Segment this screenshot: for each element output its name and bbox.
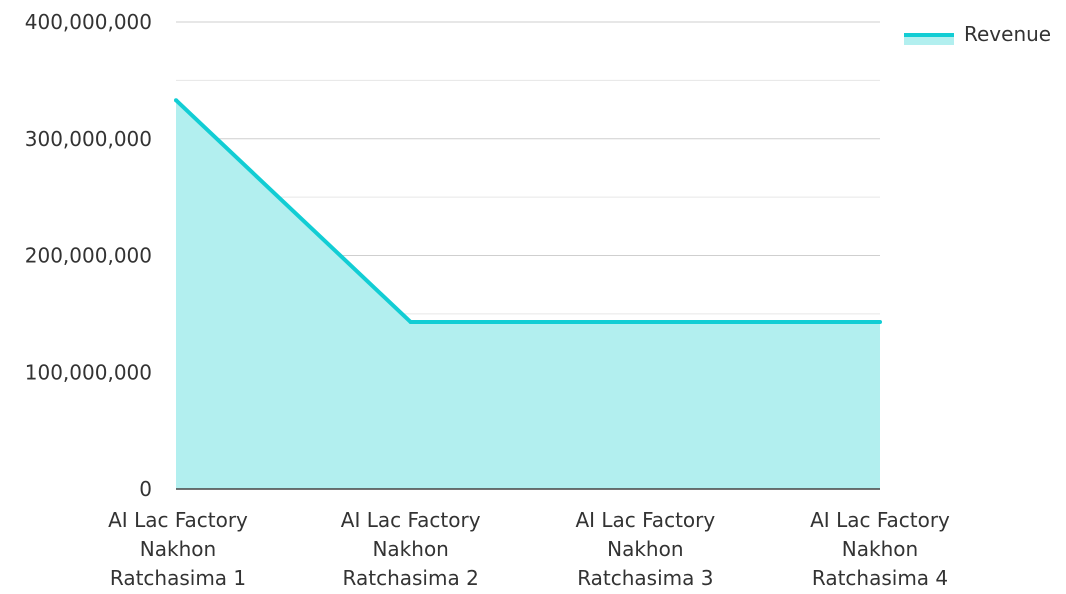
x-category-label-line: Ratchasima 1 [110, 566, 246, 590]
series-area-revenue [176, 100, 880, 489]
x-category-label-line: AI Lac Factory [341, 508, 481, 532]
data-point-2 [408, 320, 413, 325]
data-points [174, 98, 882, 325]
x-category-label-line: AI Lac Factory [810, 508, 950, 532]
x-category-label-line: Nakhon [140, 537, 216, 561]
data-point-4 [878, 320, 882, 325]
x-axis-category-labels: AI Lac Factory Nakhon Ratchasima 1AI Lac F… [108, 508, 950, 590]
x-category-label-line: Nakhon [372, 537, 448, 561]
x-category-label: AI Lac Factory Nakhon Ratchasima 2 [341, 508, 481, 590]
legend-swatch-area [904, 34, 954, 45]
data-point-1 [174, 98, 178, 103]
legend-label-revenue: Revenue [964, 22, 1051, 46]
y-tick-label: 400,000,000 [25, 10, 152, 34]
x-category-label-line: Ratchasima 4 [812, 566, 948, 590]
y-tick-label: 0 [139, 477, 152, 501]
x-category-label: AI Lac Factory Nakhon Ratchasima 3 [575, 508, 715, 590]
y-tick-label: 200,000,000 [25, 244, 152, 268]
y-tick-label: 100,000,000 [25, 360, 152, 384]
y-axis-tick-labels: 0 100,000,000 200,000,000 300,000,000 400,00… [25, 10, 152, 501]
x-category-label-line: Nakhon [842, 537, 918, 561]
legend: Revenue [904, 22, 1051, 46]
x-category-label-line: AI Lac Factory [108, 508, 248, 532]
x-category-label-line: Ratchasima 2 [343, 566, 479, 590]
series-line-revenue [174, 98, 880, 325]
x-category-label-line: Ratchasima 3 [577, 566, 713, 590]
x-category-label-line: AI Lac Factory [575, 508, 715, 532]
x-category-label: AI Lac Factory Nakhon Ratchasima 1 [108, 508, 248, 590]
data-point-3 [643, 320, 648, 325]
x-category-label-line: Nakhon [607, 537, 683, 561]
x-category-label: AI Lac Factory Nakhon Ratchasima 4 [810, 508, 950, 590]
y-tick-label: 300,000,000 [25, 127, 152, 151]
